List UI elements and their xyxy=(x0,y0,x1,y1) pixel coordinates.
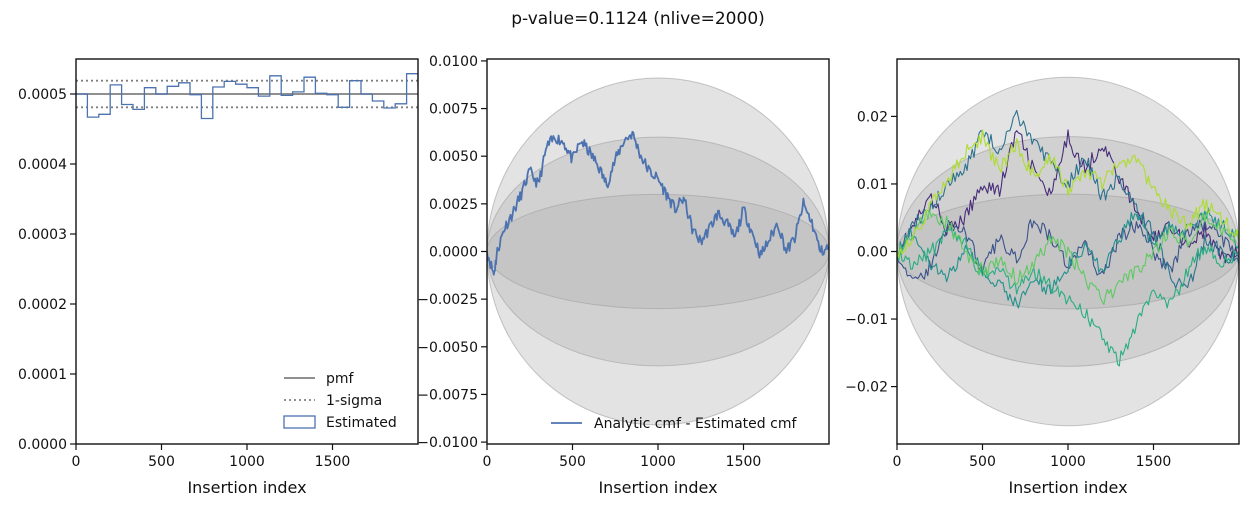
y-tick-label: 0.0001 xyxy=(18,367,67,383)
plot-area xyxy=(76,73,418,120)
y-tick-label: 0.00 xyxy=(857,245,888,261)
x-axis-label: Insertion index xyxy=(1008,478,1127,497)
sigma-envelope xyxy=(897,136,1239,367)
y-tick-label: 0.0025 xyxy=(429,197,478,213)
y-tick-label: 0.0050 xyxy=(429,149,478,165)
random-walk-line xyxy=(897,209,1239,306)
panel-histogram: 0 500 1000 1500 0.0000 0.0001 0.0002 0.0003 0.00… xyxy=(18,58,419,497)
random-walk-line xyxy=(897,207,1239,309)
y-tick-label: 0.01 xyxy=(857,177,888,193)
x-tick-label: 500 xyxy=(148,454,175,470)
random-walk-line xyxy=(897,129,1239,259)
legend-label: Analytic cmf - Estimated cmf xyxy=(594,416,797,432)
axes-frame xyxy=(896,58,1240,445)
y-tick-label: −0.0075 xyxy=(417,387,478,403)
y-tick-label: 0.0075 xyxy=(429,102,478,118)
x-tick-label: 500 xyxy=(559,454,586,470)
y-tick-label: −0.0100 xyxy=(417,435,478,451)
y-tick-label: 0.0002 xyxy=(18,297,67,313)
y-tick-label: 0.0005 xyxy=(18,87,67,103)
legend-label: 1-sigma xyxy=(326,393,382,409)
legend-swatch-estimated xyxy=(283,415,316,429)
legend: Analytic cmf - Estimated cmf xyxy=(551,416,797,432)
x-tick-label: 1500 xyxy=(1136,454,1172,470)
x-tick-label: 0 xyxy=(483,454,492,470)
panel-random-walks: 0 500 1000 1500 −0.02 −0.01 0.00 0.01 0.02 Insert… xyxy=(845,58,1240,497)
sigma-envelope xyxy=(897,76,1239,427)
x-axis-label: Insertion index xyxy=(187,478,306,497)
sigma-envelope xyxy=(487,77,829,426)
y-tick-label: −0.0050 xyxy=(417,340,478,356)
y-tick-label: 0.0100 xyxy=(429,54,478,70)
y-tick-label: 0.0000 xyxy=(429,245,478,261)
legend: pmf 1-sigma Estimated xyxy=(283,371,397,431)
y-tick-label: −0.0025 xyxy=(417,292,478,308)
random-walk-line xyxy=(897,109,1239,289)
y-tick-label: −0.01 xyxy=(845,312,888,328)
x-tick-label: 500 xyxy=(969,454,996,470)
axes-frame xyxy=(486,58,830,445)
x-tick-label: 1000 xyxy=(1050,454,1086,470)
y-tick-label: 0.02 xyxy=(857,109,888,125)
x-tick-label: 1000 xyxy=(640,454,676,470)
sigma-envelope xyxy=(487,136,829,367)
x-axis-label: Insertion index xyxy=(598,478,717,497)
legend-label: pmf xyxy=(326,371,355,387)
plot-area xyxy=(897,76,1239,427)
x-tick-label: 1500 xyxy=(315,454,351,470)
panel-cmf-difference: 0 500 1000 1500 −0.0100 −0.0075 −0.0050 −0.0025… xyxy=(417,54,830,497)
x-tick-label: 0 xyxy=(893,454,902,470)
figure-suptitle: p-value=0.1124 (nlive=2000) xyxy=(511,9,765,29)
x-tick-label: 0 xyxy=(72,454,81,470)
y-tick-label: 0.0003 xyxy=(18,227,67,243)
y-tick-label: 0.0004 xyxy=(18,157,67,173)
y-tick-label: −0.02 xyxy=(845,380,888,396)
y-tick-label: 0.0000 xyxy=(18,437,67,453)
cmf-difference-line xyxy=(487,130,829,276)
random-walk-line xyxy=(897,229,1239,367)
x-tick-label: 1000 xyxy=(229,454,265,470)
plot-area xyxy=(487,77,829,426)
axes-frame xyxy=(75,58,419,445)
sigma-envelope xyxy=(487,193,829,310)
legend-label: Estimated xyxy=(326,415,397,431)
x-tick-label: 1500 xyxy=(726,454,762,470)
sigma-envelope xyxy=(897,193,1239,310)
estimated-step-histogram xyxy=(76,73,418,120)
